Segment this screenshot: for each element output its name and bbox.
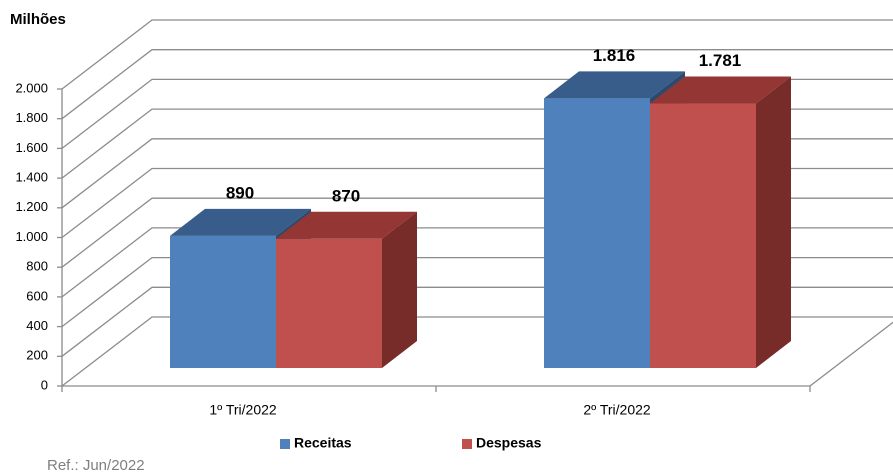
bar [170, 235, 276, 368]
y-tick-label: 400 [26, 318, 48, 333]
bar-top [650, 76, 791, 104]
bar-top [170, 208, 311, 236]
bar-top [544, 71, 685, 99]
y-tick-label: 2.000 [15, 80, 48, 95]
y-tick-label: 200 [26, 348, 48, 363]
legend-swatch [280, 439, 290, 449]
bar-side [382, 211, 417, 368]
y-tick-label: 600 [26, 288, 48, 303]
grid-line [61, 49, 893, 120]
y-axis-label: Milhões [10, 11, 66, 28]
legend-label: Receitas [294, 435, 352, 451]
bar [276, 238, 382, 368]
legend-swatch [462, 439, 472, 449]
bar [544, 98, 650, 368]
y-tick-label: 1.800 [15, 110, 48, 125]
x-tick-label: 2º Tri/2022 [583, 402, 651, 418]
y-tick-label: 800 [26, 259, 48, 274]
bar-side [756, 76, 791, 369]
value-label: 1.816 [593, 46, 636, 65]
bar [650, 103, 756, 369]
note: Ref.: Jun/2022 [47, 457, 145, 474]
bar-top [276, 211, 417, 239]
value-label: 1.781 [699, 51, 742, 70]
y-tick-label: 1.200 [15, 199, 48, 214]
y-tick-label: 1.600 [15, 140, 48, 155]
legend-label: Despesas [476, 435, 542, 451]
value-label: 870 [332, 186, 360, 205]
y-tick-label: 0 [41, 377, 48, 392]
x-tick-label: 1º Tri/2022 [209, 402, 277, 418]
y-tick-label: 1.400 [15, 170, 48, 185]
grid-line [61, 19, 893, 90]
y-tick-label: 1.000 [15, 229, 48, 244]
value-label: 890 [226, 183, 254, 202]
